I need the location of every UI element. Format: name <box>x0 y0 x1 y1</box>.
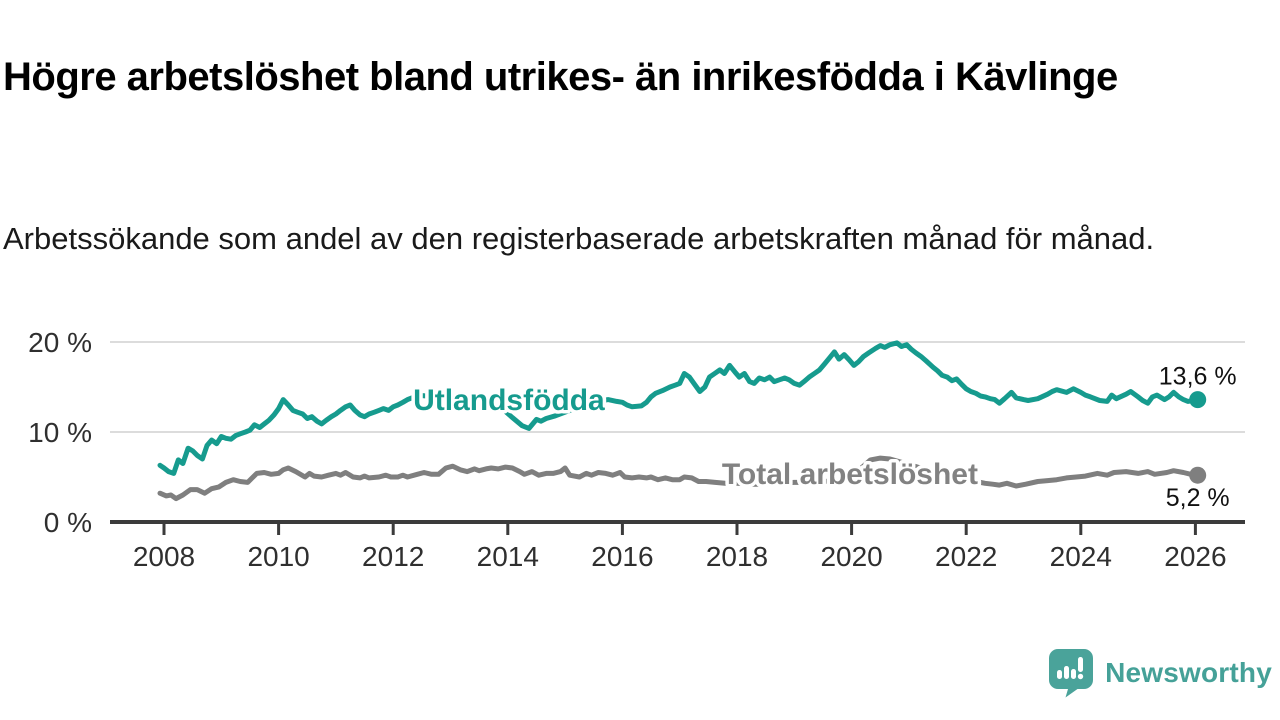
x-tick-label: 2026 <box>1164 541 1226 572</box>
page-title: Högre arbetslöshet bland utrikes- än inr… <box>3 54 1118 99</box>
chart-canvas: 0 % 10 % 20 % 2008 2010 2012 2014 2016 2018 2020 2… <box>28 327 1245 572</box>
series-line-1 <box>157 455 1201 502</box>
brand-name: Newsworthy <box>1105 657 1272 688</box>
unemployment-line-chart: 0 % 10 % 20 % 2008 2010 2012 2014 2016 2018 2020 2… <box>0 310 1280 582</box>
x-tick-label: 2022 <box>935 541 997 572</box>
x-tick-label: 2010 <box>247 541 309 572</box>
series-label-1: Total arbetslöshet <box>722 458 978 491</box>
series-label-0: Utlandsfödda <box>413 384 605 417</box>
end-value-label-1: 5,2 % <box>1166 484 1230 512</box>
series-end-dot-0 <box>1189 391 1207 409</box>
x-tick-label: 2012 <box>362 541 424 572</box>
x-tick-label: 2018 <box>706 541 768 572</box>
series-end-dot-1 <box>1189 466 1207 484</box>
x-tick-label: 2024 <box>1050 541 1112 572</box>
y-tick-label: 10 % <box>28 417 92 448</box>
newsworthy-logo-icon <box>1049 648 1094 698</box>
y-tick-label: 20 % <box>28 327 92 358</box>
x-tick-label: 2016 <box>591 541 653 572</box>
series-line-0 <box>157 340 1201 476</box>
x-tick-label: 2008 <box>133 541 195 572</box>
page-subtitle: Arbetssökande som andel av den registerb… <box>3 221 1155 256</box>
x-tick-label: 2014 <box>477 541 539 572</box>
y-tick-label: 0 % <box>44 507 92 538</box>
end-value-label-0: 13,6 % <box>1159 363 1237 391</box>
newsworthy-branding[interactable]: Newsworthy <box>1049 648 1272 698</box>
x-tick-label: 2020 <box>820 541 882 572</box>
